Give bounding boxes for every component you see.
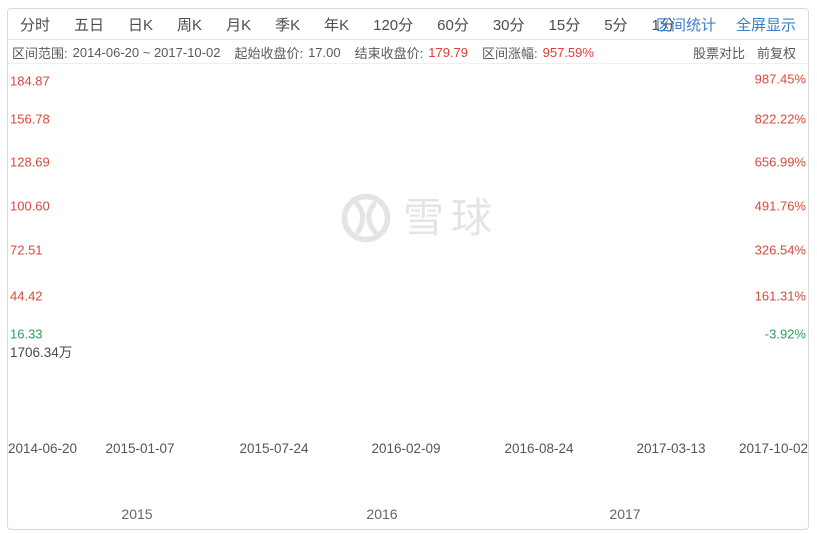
tab-weekly-k[interactable]: 周K — [177, 16, 203, 34]
pct-tick-label: 822.22% — [754, 111, 806, 127]
pct-tick-label: 326.54% — [754, 242, 806, 258]
range-change-group: 区间涨幅: 957.59% — [482, 43, 594, 62]
tab-1min[interactable]: 1分 — [651, 16, 675, 34]
end-close-label: 结束收盘价: — [354, 45, 424, 61]
range-label: 区间范围: — [12, 45, 68, 61]
date-tick-label: 2015-07-24 — [239, 441, 309, 456]
date-tick-label: 2014-06-20 — [8, 441, 78, 456]
range-value: 2014-06-20 ~ 2017-10-02 — [72, 44, 221, 60]
main-chart-plot-area[interactable] — [8, 64, 808, 437]
tab-quarterly-k[interactable]: 季K — [275, 16, 301, 34]
pct-tick-label: 987.45% — [754, 71, 806, 87]
tab-5min[interactable]: 5分 — [604, 16, 628, 34]
end-close-value: 179.79 — [428, 44, 468, 60]
tab-5day[interactable]: 五日 — [74, 16, 105, 34]
fullscreen-link[interactable]: 全屏显示 — [735, 16, 796, 34]
chart-widget-frame — [7, 8, 809, 530]
end-close-group: 结束收盘价: 179.79 — [355, 43, 468, 62]
volume-max-label: 1706.34万 — [10, 345, 73, 360]
date-tick-label: 2015-01-07 — [105, 441, 175, 456]
price-tick-label: 16.33 — [10, 326, 43, 342]
tab-60min[interactable]: 60分 — [437, 16, 469, 34]
year-label: 2015 — [121, 506, 153, 522]
infobar-divider — [8, 63, 808, 64]
period-tabbar: 分时 五日 日K 周K 月K 季K 年K 120分 60分 30分 15分 5分… — [8, 9, 808, 40]
range-change-value: 957.59% — [542, 44, 594, 60]
pct-tick-label: 161.31% — [754, 288, 806, 304]
tab-yearly-k[interactable]: 年K — [324, 16, 350, 34]
tab-minute[interactable]: 分时 — [20, 16, 51, 34]
tab-15min[interactable]: 15分 — [548, 16, 581, 34]
pct-tick-label: 491.76% — [754, 198, 806, 214]
date-tick-label: 2017-10-02 — [738, 441, 808, 456]
range-group: 区间范围: 2014-06-20 ~ 2017-10-02 — [12, 43, 220, 62]
price-tick-label: 128.69 — [10, 154, 50, 170]
range-stats-bar: 区间范围: 2014-06-20 ~ 2017-10-02 起始收盘价: 17.… — [8, 41, 808, 63]
period-tabs: 分时 五日 日K 周K 月K 季K 年K 120分 60分 30分 15分 5分… — [8, 14, 675, 35]
price-tick-label: 100.60 — [10, 198, 50, 214]
price-tick-label: 156.78 — [10, 111, 50, 127]
year-label: 2017 — [609, 506, 641, 522]
start-close-label: 起始收盘价: — [234, 45, 304, 61]
tab-120min[interactable]: 120分 — [373, 16, 414, 34]
forward-adjusted-link[interactable]: 前复权 — [756, 45, 796, 61]
tab-monthly-k[interactable]: 月K — [226, 16, 252, 34]
start-close-group: 起始收盘价: 17.00 — [234, 43, 340, 62]
pct-tick-label: 656.99% — [754, 154, 806, 170]
date-tick-label: 2016-02-09 — [371, 441, 441, 456]
year-label: 2016 — [366, 506, 398, 522]
tab-30min[interactable]: 30分 — [492, 16, 525, 34]
stock-compare-link[interactable]: 股票对比 — [692, 45, 745, 61]
infobar-right-links: 股票对比 前复权 — [693, 41, 796, 63]
price-tick-label: 44.42 — [10, 288, 43, 304]
navigator-range-slider[interactable] — [8, 462, 808, 523]
date-tick-label: 2016-08-24 — [504, 441, 574, 456]
tabbar-right-links: 区间统计 全屏显示 — [656, 9, 796, 39]
range-stats-link[interactable]: 区间统计 — [655, 16, 716, 34]
price-tick-label: 72.51 — [10, 242, 43, 258]
price-tick-label: 184.87 — [10, 73, 50, 89]
start-close-value: 17.00 — [308, 44, 341, 60]
pct-tick-label: -3.92% — [764, 326, 806, 342]
range-change-label: 区间涨幅: — [482, 45, 538, 61]
tab-daily-k[interactable]: 日K — [128, 16, 154, 34]
date-tick-label: 2017-03-13 — [636, 441, 706, 456]
